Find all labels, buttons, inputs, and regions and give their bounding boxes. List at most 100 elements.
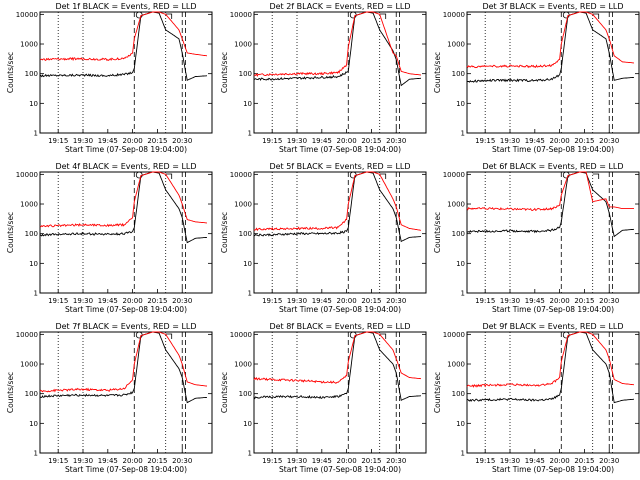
y-tick-label: 10000 bbox=[16, 331, 38, 339]
flare-marker-circle bbox=[135, 11, 143, 19]
panel-title: Det 7f BLACK = Events, RED = LLD bbox=[55, 322, 196, 331]
x-tick-label: 19:30 bbox=[287, 297, 307, 305]
x-tick-label: 20:30 bbox=[172, 137, 192, 145]
events-series-line bbox=[39, 11, 207, 81]
x-axis-label: Start Time (07-Sep-08 19:04:00) bbox=[279, 145, 401, 154]
events-series-line bbox=[39, 331, 207, 404]
y-tick-label: 100 bbox=[25, 70, 38, 78]
x-tick-label: 19:45 bbox=[525, 457, 545, 465]
y-tick-label: 1000 bbox=[447, 201, 465, 209]
x-tick-label: 20:15 bbox=[574, 457, 594, 465]
y-tick-label: 1000 bbox=[447, 361, 465, 369]
y-tick-label: 1 bbox=[248, 130, 252, 138]
plot-frame bbox=[39, 11, 213, 134]
attenuator-marker bbox=[379, 173, 387, 179]
x-tick-label: 19:15 bbox=[475, 457, 495, 465]
y-tick-label: 10000 bbox=[443, 331, 465, 339]
x-tick-label: 20:15 bbox=[361, 137, 381, 145]
y-axis-label: Counts/sec bbox=[433, 372, 442, 413]
panel-title: Det 6f BLACK = Events, RED = LLD bbox=[482, 162, 623, 171]
x-tick-label: 19:30 bbox=[500, 137, 520, 145]
y-axis-label: Counts/sec bbox=[220, 52, 229, 93]
x-tick-label: 19:45 bbox=[525, 297, 545, 305]
y-tick-label: 10 bbox=[243, 100, 252, 108]
x-tick-label: 20:30 bbox=[172, 297, 192, 305]
detector-panel: Det 9f BLACK = Events, RED = LLD 1 10 100 10… bbox=[433, 322, 640, 474]
events-series-line bbox=[466, 171, 635, 238]
x-tick-label: 20:30 bbox=[386, 297, 406, 305]
detector-panel: Det 5f BLACK = Events, RED = LLD 1 10 100 10… bbox=[220, 162, 427, 314]
plot-frame bbox=[466, 11, 640, 134]
y-tick-label: 1 bbox=[461, 130, 465, 138]
y-tick-label: 10000 bbox=[16, 11, 38, 19]
lld-series-line bbox=[466, 171, 634, 212]
x-tick-label: 19:45 bbox=[98, 297, 118, 305]
x-tick-label: 20:15 bbox=[147, 137, 167, 145]
flare-marker-circle bbox=[135, 331, 143, 339]
y-tick-label: 10 bbox=[29, 260, 38, 268]
panel-title: Det 1f BLACK = Events, RED = LLD bbox=[55, 2, 196, 11]
x-tick-label: 19:45 bbox=[98, 137, 118, 145]
plot-frame bbox=[253, 171, 427, 294]
x-tick-label: 20:15 bbox=[147, 457, 167, 465]
flare-marker-circle bbox=[135, 171, 143, 179]
events-series-line bbox=[253, 331, 421, 401]
attenuator-marker bbox=[379, 333, 387, 339]
plot-frame bbox=[39, 331, 213, 454]
y-tick-label: 100 bbox=[25, 230, 38, 238]
plot-frame bbox=[253, 11, 427, 134]
y-axis-label: Counts/sec bbox=[220, 212, 229, 253]
y-tick-label: 1 bbox=[248, 290, 252, 298]
x-tick-label: 20:00 bbox=[550, 457, 570, 465]
detector-panel: Det 6f BLACK = Events, RED = LLD 1 10 100 10… bbox=[433, 162, 640, 314]
lld-series-line bbox=[39, 11, 208, 62]
y-tick-label: 100 bbox=[239, 70, 252, 78]
plot-frame bbox=[466, 331, 640, 454]
lld-series-line bbox=[39, 171, 207, 228]
y-tick-label: 10000 bbox=[230, 171, 252, 179]
y-tick-label: 10000 bbox=[16, 171, 38, 179]
y-tick-label: 1 bbox=[461, 290, 465, 298]
x-axis-label: Start Time (07-Sep-08 19:04:00) bbox=[492, 305, 614, 314]
y-tick-label: 1000 bbox=[20, 361, 38, 369]
x-tick-label: 20:00 bbox=[337, 457, 357, 465]
flare-marker-circle bbox=[562, 331, 570, 339]
lld-series-line bbox=[466, 331, 634, 388]
y-axis-label: Counts/sec bbox=[220, 372, 229, 413]
panel-title: Det 5f BLACK = Events, RED = LLD bbox=[269, 162, 410, 171]
y-tick-label: 10 bbox=[456, 420, 465, 428]
y-tick-label: 10 bbox=[456, 100, 465, 108]
y-tick-label: 100 bbox=[239, 390, 252, 398]
y-tick-label: 100 bbox=[452, 390, 465, 398]
y-tick-label: 100 bbox=[452, 230, 465, 238]
detector-panel: Det 1f BLACK = Events, RED = LLD 1 10 100 10… bbox=[6, 2, 213, 154]
y-tick-label: 10 bbox=[29, 420, 38, 428]
x-axis-label: Start Time (07-Sep-08 19:04:00) bbox=[492, 465, 614, 474]
x-tick-label: 19:45 bbox=[312, 297, 332, 305]
y-tick-label: 1 bbox=[34, 450, 38, 458]
plot-frame bbox=[466, 171, 640, 294]
x-tick-label: 20:00 bbox=[337, 137, 357, 145]
x-tick-label: 20:30 bbox=[386, 457, 406, 465]
x-tick-label: 19:30 bbox=[73, 137, 93, 145]
x-tick-label: 20:00 bbox=[337, 297, 357, 305]
y-axis-label: Counts/sec bbox=[6, 52, 15, 93]
y-tick-label: 100 bbox=[452, 70, 465, 78]
y-axis-label: Counts/sec bbox=[433, 52, 442, 93]
y-tick-label: 10 bbox=[243, 420, 252, 428]
x-tick-label: 20:00 bbox=[123, 297, 143, 305]
x-tick-label: 20:00 bbox=[550, 297, 570, 305]
y-tick-label: 1 bbox=[34, 290, 38, 298]
y-axis-label: Counts/sec bbox=[433, 212, 442, 253]
y-tick-label: 1000 bbox=[447, 41, 465, 49]
y-tick-label: 1000 bbox=[234, 201, 252, 209]
x-tick-label: 19:15 bbox=[262, 297, 282, 305]
panel-title: Det 8f BLACK = Events, RED = LLD bbox=[269, 322, 410, 331]
x-axis-label: Start Time (07-Sep-08 19:04:00) bbox=[65, 145, 187, 154]
detector-panel: Det 7f BLACK = Events, RED = LLD 1 10 100 10… bbox=[6, 322, 213, 474]
y-tick-label: 10000 bbox=[230, 331, 252, 339]
x-tick-label: 19:30 bbox=[287, 137, 307, 145]
flare-marker-circle bbox=[562, 11, 570, 19]
detector-panel: Det 2f BLACK = Events, RED = LLD 1 10 100 10… bbox=[220, 2, 427, 154]
